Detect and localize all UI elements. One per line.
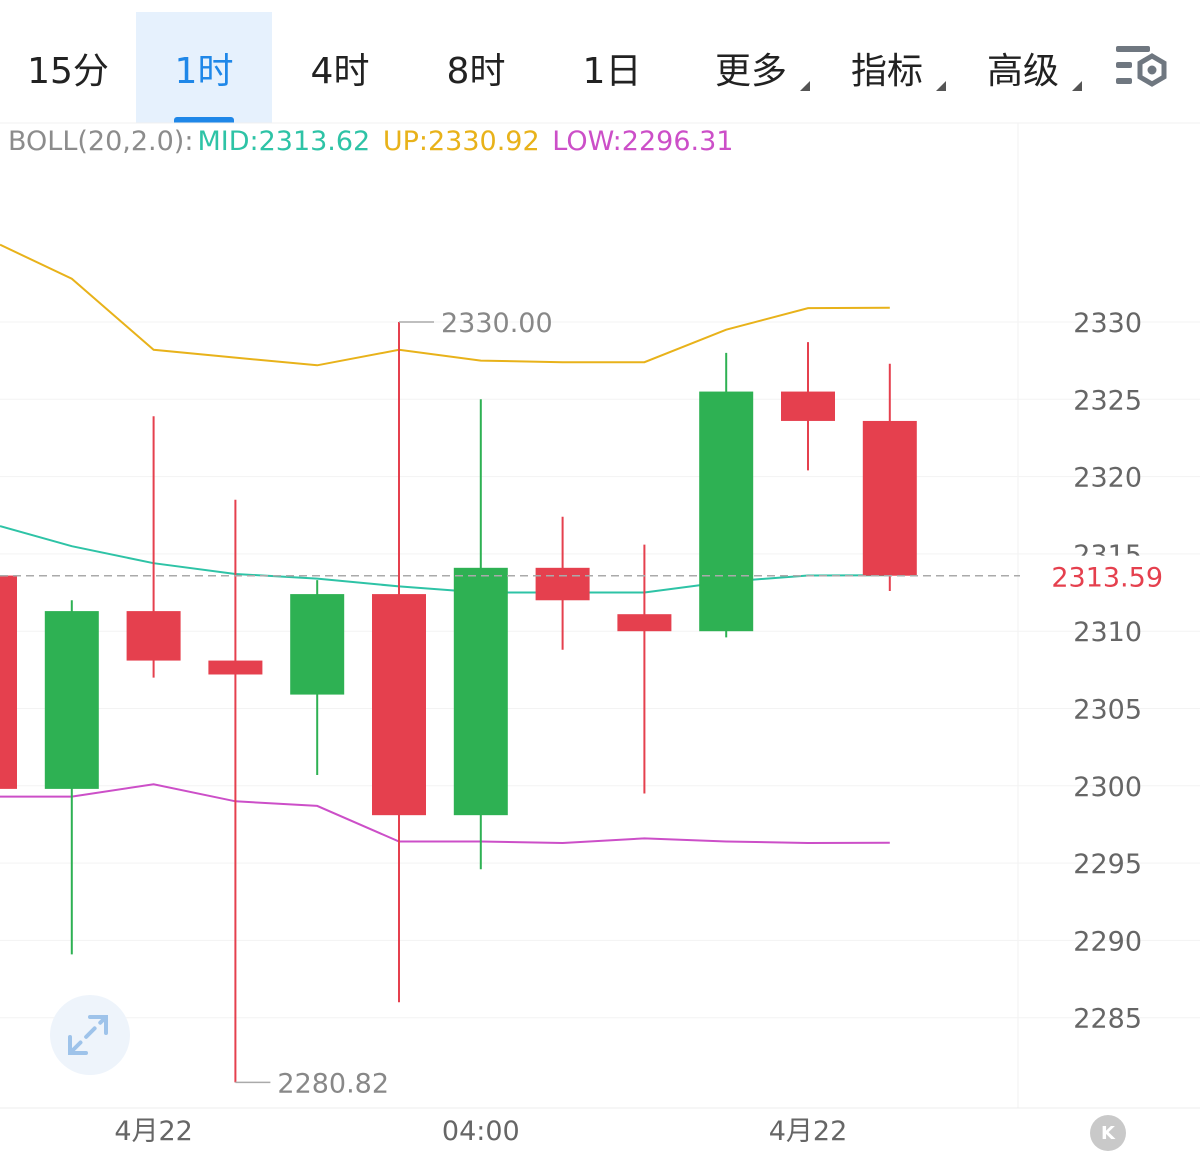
y-tick-label: 2300: [1073, 772, 1142, 803]
boll-line-low: [0, 783, 890, 845]
boll-legend-mid: MID:2313.62: [197, 126, 371, 157]
candle-body: [208, 660, 263, 675]
candle-body: [290, 594, 345, 695]
tab-1hour[interactable]: 1时: [136, 12, 272, 123]
candle-body: [372, 594, 426, 816]
candle-body: [453, 567, 508, 816]
y-tick-label: 2320: [1073, 463, 1142, 494]
boll-line-mid: [0, 525, 890, 594]
dropdown-caret-icon: [936, 81, 946, 91]
candle-body: [781, 391, 835, 421]
boll-legend: BOLL(20,2.0): MID:2313.62 UP:2330.92 LOW:…: [8, 126, 737, 157]
tab-more-dropdown[interactable]: 更多: [696, 12, 810, 123]
y-tick-label: 2285: [1073, 1004, 1142, 1035]
tab-1day[interactable]: 1日: [582, 50, 642, 92]
timeframe-toolbar: 15分 1时 4时 8时 1日 更多 指标 高级: [0, 0, 1200, 123]
boll-legend-up: UP:2330.92: [382, 126, 540, 157]
current-price-bg: [1020, 555, 1200, 596]
y-tick-label: 2295: [1073, 849, 1142, 880]
dropdown-caret-icon: [1072, 81, 1082, 91]
boll-line-up: [0, 243, 890, 367]
min-price-label: 2280.82: [277, 1068, 389, 1099]
chart-settings-icon[interactable]: [1112, 42, 1172, 92]
tab-15min[interactable]: 15分: [27, 50, 109, 92]
tab-indicators-dropdown[interactable]: 指标: [832, 12, 946, 123]
candle-body: [862, 420, 917, 576]
y-tick-label: 2330: [1073, 308, 1142, 339]
y-tick-label: 2305: [1073, 695, 1142, 726]
dropdown-caret-icon: [800, 81, 810, 91]
tab-4hour[interactable]: 4时: [310, 50, 370, 92]
tab-advanced-dropdown[interactable]: 高级: [968, 12, 1082, 123]
tab-8hour[interactable]: 8时: [446, 50, 506, 92]
max-price-label: 2330.00: [441, 308, 553, 339]
x-tick-label: 4月22: [769, 1116, 848, 1147]
candle-body: [44, 611, 99, 789]
candle-body: [126, 611, 181, 661]
y-tick-label: 2310: [1073, 617, 1142, 648]
boll-legend-name: BOLL(20,2.0):: [8, 126, 194, 157]
k-button[interactable]: K: [1090, 1115, 1126, 1151]
candle-body: [0, 575, 17, 789]
current-price-label: 2313.59: [1051, 563, 1163, 594]
y-tick-label: 2325: [1073, 385, 1142, 416]
candle-body: [699, 391, 754, 632]
y-tick-label: 2290: [1073, 926, 1142, 957]
expand-chart-button[interactable]: [50, 995, 130, 1075]
boll-legend-low: LOW:2296.31: [552, 126, 734, 157]
candle-body: [535, 567, 590, 601]
x-tick-label: 04:00: [442, 1116, 520, 1147]
x-tick-label: 4月22: [114, 1116, 193, 1147]
active-tab-indicator: [174, 117, 234, 123]
expand-arrows-icon: [68, 1015, 108, 1055]
candle-body: [617, 614, 672, 632]
